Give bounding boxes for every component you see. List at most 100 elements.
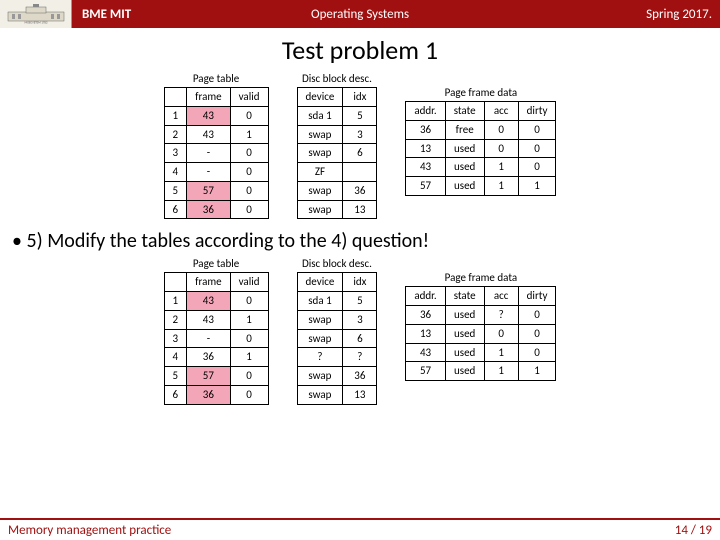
table-row: swap6 bbox=[297, 144, 377, 163]
pfd-table: addr.stateaccdirty36used?013used0043used… bbox=[405, 286, 556, 381]
cell: 0 bbox=[230, 144, 268, 163]
cell: 0 bbox=[484, 139, 518, 158]
cell: - bbox=[187, 329, 231, 348]
table-row: swap3 bbox=[297, 310, 377, 329]
svg-text:MŰEGYETEM 1782: MŰEGYETEM 1782 bbox=[24, 20, 47, 25]
cell: 1 bbox=[230, 125, 268, 144]
cell: 57 bbox=[187, 181, 231, 200]
cell: 0 bbox=[230, 385, 268, 404]
cell: 36 bbox=[187, 348, 231, 367]
cell: used bbox=[445, 139, 484, 158]
disc-table-wrap: Disc block desc. deviceidxsda 15swap3swa… bbox=[297, 72, 378, 219]
cell: 1 bbox=[164, 292, 187, 311]
cell: 0 bbox=[230, 181, 268, 200]
cell: 0 bbox=[518, 139, 556, 158]
cell: 0 bbox=[230, 106, 268, 125]
cell: 1 bbox=[230, 310, 268, 329]
cell: ? bbox=[297, 348, 343, 367]
cell: 1 bbox=[484, 343, 518, 362]
cell: 3 bbox=[164, 329, 187, 348]
cell: 5 bbox=[164, 181, 187, 200]
cell: 5 bbox=[343, 292, 377, 311]
table-row: 57used11 bbox=[406, 362, 556, 381]
question-text: • 5) Modify the tables according to the … bbox=[12, 229, 720, 253]
col-header: device bbox=[297, 88, 343, 107]
cell: swap bbox=[297, 125, 343, 144]
cell: 3 bbox=[343, 310, 377, 329]
university-logo: MŰEGYETEM 1782 bbox=[0, 0, 72, 28]
cell: used bbox=[445, 362, 484, 381]
col-header: valid bbox=[230, 88, 268, 107]
page-table-wrap: Page table framevalid143024313-043615570… bbox=[164, 257, 269, 404]
col-header bbox=[164, 88, 187, 107]
table-row: swap3 bbox=[297, 125, 377, 144]
pfd-caption: Page frame data bbox=[405, 86, 556, 99]
footer: Memory management practice 14 / 19 bbox=[0, 518, 720, 540]
col-header: frame bbox=[187, 273, 231, 292]
cell: - bbox=[187, 163, 231, 182]
table-row: 4-0 bbox=[164, 163, 268, 182]
cell: 3 bbox=[343, 125, 377, 144]
cell: 0 bbox=[518, 343, 556, 362]
table-row: ?? bbox=[297, 348, 377, 367]
page-table: framevalid143024313-0436155706360 bbox=[164, 272, 269, 404]
cell: 36 bbox=[343, 367, 377, 386]
cell: 0 bbox=[230, 367, 268, 386]
table-row: 6360 bbox=[164, 200, 268, 219]
table-row: 2431 bbox=[164, 125, 268, 144]
pfd-wrap: Page frame data addr.stateaccdirty36free… bbox=[405, 72, 556, 219]
table-row: 1430 bbox=[164, 292, 268, 311]
cell: ZF bbox=[297, 163, 343, 182]
page-table-caption: Page table bbox=[164, 257, 269, 270]
top-bar: MŰEGYETEM 1782 BME MIT Operating Systems… bbox=[0, 0, 720, 28]
cell: 43 bbox=[187, 125, 231, 144]
cell: used bbox=[445, 343, 484, 362]
cell: 3 bbox=[164, 144, 187, 163]
cell: swap bbox=[297, 200, 343, 219]
cell: 0 bbox=[230, 163, 268, 182]
col-header: addr. bbox=[406, 102, 445, 121]
cell: swap bbox=[297, 329, 343, 348]
table-row: 13used00 bbox=[406, 324, 556, 343]
cell: 36 bbox=[187, 385, 231, 404]
table-row: swap36 bbox=[297, 367, 377, 386]
cell: 1 bbox=[518, 362, 556, 381]
page-table: framevalid143024313-04-055706360 bbox=[164, 87, 269, 219]
cell: 57 bbox=[187, 367, 231, 386]
disc-table-wrap: Disc block desc. deviceidxsda 15swap3swa… bbox=[297, 257, 378, 404]
cell: 1 bbox=[484, 362, 518, 381]
cell: 0 bbox=[484, 324, 518, 343]
table-row: 36free00 bbox=[406, 120, 556, 139]
cell: 4 bbox=[164, 348, 187, 367]
cell: 4 bbox=[164, 163, 187, 182]
table-row: 6360 bbox=[164, 385, 268, 404]
col-header: addr. bbox=[406, 287, 445, 306]
page-table-caption: Page table bbox=[164, 72, 269, 85]
cell: - bbox=[187, 144, 231, 163]
cell: 57 bbox=[406, 362, 445, 381]
table-row: 36used?0 bbox=[406, 306, 556, 325]
footer-left: Memory management practice bbox=[8, 523, 171, 538]
cell: 1 bbox=[484, 158, 518, 177]
pfd-wrap: Page frame data addr.stateaccdirty36used… bbox=[405, 257, 556, 404]
pfd-caption: Page frame data bbox=[405, 271, 556, 284]
cell: sda 1 bbox=[297, 106, 343, 125]
col-header: valid bbox=[230, 273, 268, 292]
col-header: frame bbox=[187, 88, 231, 107]
cell: 6 bbox=[164, 200, 187, 219]
cell: 6 bbox=[343, 329, 377, 348]
pfd-table: addr.stateaccdirty36free0013used0043used… bbox=[405, 101, 556, 196]
cell: 43 bbox=[406, 343, 445, 362]
cell: 1 bbox=[230, 348, 268, 367]
term-label: Spring 2017. bbox=[646, 7, 712, 22]
cell: 5 bbox=[164, 367, 187, 386]
cell: 0 bbox=[484, 120, 518, 139]
cell: 0 bbox=[230, 292, 268, 311]
cell: 57 bbox=[406, 177, 445, 196]
cell: 2 bbox=[164, 125, 187, 144]
cell: 36 bbox=[343, 181, 377, 200]
table-row: 57used11 bbox=[406, 177, 556, 196]
cell: 1 bbox=[484, 177, 518, 196]
table-row: swap36 bbox=[297, 181, 377, 200]
cell bbox=[343, 163, 377, 182]
